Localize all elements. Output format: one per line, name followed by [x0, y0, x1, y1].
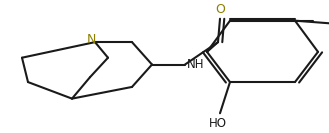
- Text: HO: HO: [209, 117, 227, 130]
- Text: NH: NH: [187, 58, 204, 71]
- Text: O: O: [215, 3, 225, 16]
- Text: N: N: [87, 33, 96, 46]
